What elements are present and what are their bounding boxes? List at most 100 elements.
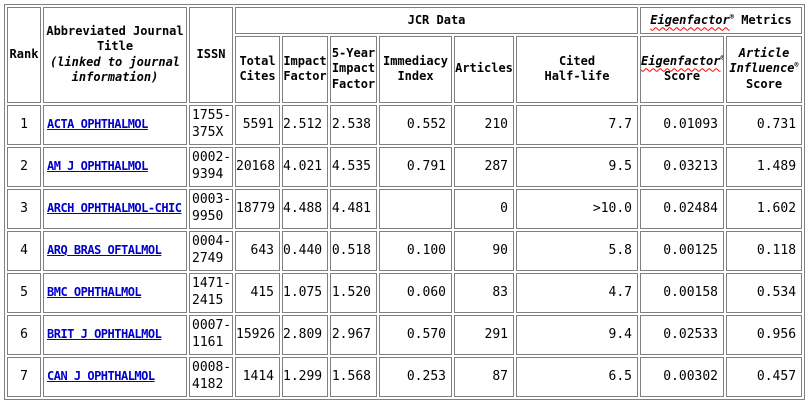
five-year-impact-factor-cell: 1.520 (330, 272, 377, 313)
cited-half-life-cell: 9.4 (516, 314, 639, 355)
eigenfactor-score-cell: 0.00302 (640, 356, 725, 397)
eigenfactor-score-cell: 0.02533 (640, 314, 725, 355)
five-year-impact-factor-cell: 2.967 (330, 314, 377, 355)
col-header-rank: Rank (7, 7, 41, 103)
registered-trademark-icon: ® (729, 12, 734, 21)
impact-factor-cell: 4.488 (282, 188, 328, 229)
score-word: Score (745, 77, 783, 92)
impact-factor-cell: 0.440 (282, 230, 328, 271)
col-header-total-cites: Total Cites (235, 36, 280, 103)
journal-link[interactable]: BMC OPHTHALMOL (47, 285, 142, 300)
rank-cell: 3 (7, 188, 41, 229)
article-influence-score-cell: 0.457 (726, 356, 803, 397)
rank-cell: 4 (7, 230, 41, 271)
table-row: 1 ACTA OPHTHALMOL 1755- 375X 5591 2.512 … (7, 104, 803, 145)
issn-cell: 1755- 375X (189, 104, 233, 145)
metrics-word: Metrics (741, 12, 792, 27)
journal-link[interactable]: ARCH OPHTHALMOL-CHIC (47, 201, 182, 216)
journal-cell: ARCH OPHTHALMOL-CHIC (43, 188, 187, 229)
col-header-cited-half-life: Cited Half-life (516, 36, 639, 103)
journal-cell: ACTA OPHTHALMOL (43, 104, 187, 145)
article-influence-score-cell: 1.602 (726, 188, 803, 229)
journal-link[interactable]: CAN J OPHTHALMOL (47, 369, 155, 384)
cited-half-life-cell: 4.7 (516, 272, 639, 313)
score-word: Score (663, 69, 701, 84)
five-year-impact-factor-cell: 4.481 (330, 188, 377, 229)
group-header-jcr-data: JCR Data (235, 7, 639, 35)
col-header-five-year-impact-factor: 5-Year Impact Factor (330, 36, 377, 103)
eigenfactor-score-cell: 0.00125 (640, 230, 725, 271)
col-header-journal-title: Abbreviated Journal Title (linked to jou… (43, 7, 187, 103)
five-year-impact-factor-cell: 1.568 (330, 356, 377, 397)
articles-cell: 87 (454, 356, 514, 397)
issn-cell: 0004- 2749 (189, 230, 233, 271)
rank-cell: 6 (7, 314, 41, 355)
impact-factor-cell: 2.512 (282, 104, 328, 145)
impact-factor-cell: 1.075 (282, 272, 328, 313)
journal-header-title: Abbreviated Journal Title (46, 23, 184, 54)
five-year-impact-factor-cell: 4.535 (330, 146, 377, 187)
journal-cell: BMC OPHTHALMOL (43, 272, 187, 313)
articles-cell: 0 (454, 188, 514, 229)
journal-cell: CAN J OPHTHALMOL (43, 356, 187, 397)
eigenfactor-word: Eigenfactor (641, 53, 721, 68)
total-cites-cell: 1414 (235, 356, 280, 397)
journal-link[interactable]: AM J OPHTHALMOL (47, 159, 148, 174)
table-row: 6 BRIT J OPHTHALMOL 0007- 1161 15926 2.8… (7, 314, 803, 355)
issn-cell: 1471- 2415 (189, 272, 233, 313)
col-header-articles: Articles (454, 36, 514, 103)
rank-cell: 2 (7, 146, 41, 187)
group-header-row: Rank Abbreviated Journal Title (linked t… (7, 7, 803, 103)
col-header-issn: ISSN (189, 7, 233, 103)
journal-link[interactable]: BRIT J OPHTHALMOL (47, 327, 162, 342)
rank-cell: 5 (7, 272, 41, 313)
eigenfactor-word: Eigenfactor (650, 12, 730, 27)
issn-cell: 0003- 9950 (189, 188, 233, 229)
immediacy-index-cell: 0.570 (379, 314, 452, 355)
col-header-article-influence-score: Article Influence® Score (726, 36, 803, 103)
rank-cell: 7 (7, 356, 41, 397)
journal-cell: BRIT J OPHTHALMOL (43, 314, 187, 355)
eigenfactor-score-cell: 0.01093 (640, 104, 725, 145)
articles-cell: 83 (454, 272, 514, 313)
journal-link[interactable]: ACTA OPHTHALMOL (47, 117, 148, 132)
registered-trademark-icon: ® (721, 54, 724, 62)
total-cites-cell: 20168 (235, 146, 280, 187)
table-row: 5 BMC OPHTHALMOL 1471- 2415 415 1.075 1.… (7, 272, 803, 313)
eigenfactor-score-cell: 0.02484 (640, 188, 725, 229)
impact-factor-cell: 4.021 (282, 146, 328, 187)
col-header-impact-factor: Impact Factor (282, 36, 328, 103)
articles-cell: 210 (454, 104, 514, 145)
journal-cell: AM J OPHTHALMOL (43, 146, 187, 187)
five-year-impact-factor-cell: 0.518 (330, 230, 377, 271)
immediacy-index-cell: 0.100 (379, 230, 452, 271)
total-cites-cell: 415 (235, 272, 280, 313)
immediacy-index-cell: 0.060 (379, 272, 452, 313)
article-influence-score-cell: 1.489 (726, 146, 803, 187)
article-influence-score-cell: 0.956 (726, 314, 803, 355)
five-year-impact-factor-cell: 2.538 (330, 104, 377, 145)
articles-cell: 90 (454, 230, 514, 271)
cited-half-life-cell: 9.5 (516, 146, 639, 187)
cited-half-life-cell: 6.5 (516, 356, 639, 397)
eigenfactor-score-cell: 0.00158 (640, 272, 725, 313)
article-influence-score-cell: 0.534 (726, 272, 803, 313)
registered-trademark-icon: ® (794, 61, 799, 70)
article-influence-score-cell: 0.731 (726, 104, 803, 145)
article-influence-words: Article Influence (729, 45, 795, 76)
table-row: 4 ARQ BRAS OFTALMOL 0004- 2749 643 0.440… (7, 230, 803, 271)
cited-half-life-cell: 7.7 (516, 104, 639, 145)
immediacy-index-cell: 0.791 (379, 146, 452, 187)
total-cites-cell: 15926 (235, 314, 280, 355)
col-header-eigenfactor-score: Eigenfactor® Score (640, 36, 725, 103)
table-row: 3 ARCH OPHTHALMOL-CHIC 0003- 9950 18779 … (7, 188, 803, 229)
cited-half-life-cell: >10.0 (516, 188, 639, 229)
articles-cell: 287 (454, 146, 514, 187)
journal-link[interactable]: ARQ BRAS OFTALMOL (47, 243, 162, 258)
rank-cell: 1 (7, 104, 41, 145)
sub-header-row: Total Cites Impact Factor 5-Year Impact … (7, 36, 803, 103)
articles-cell: 291 (454, 314, 514, 355)
immediacy-index-cell (379, 188, 452, 229)
issn-cell: 0002- 9394 (189, 146, 233, 187)
immediacy-index-cell: 0.253 (379, 356, 452, 397)
